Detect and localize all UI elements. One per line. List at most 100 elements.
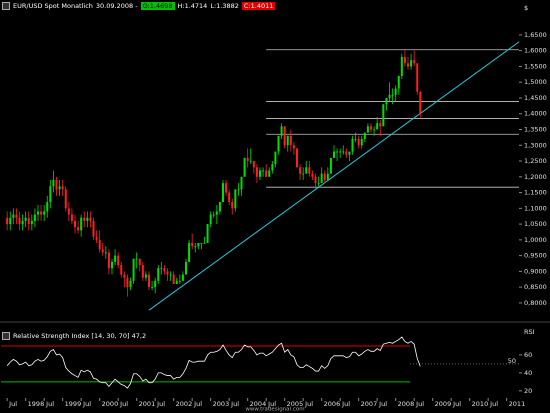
candle-body [197,243,200,247]
candle-body [271,164,274,171]
candle-body [178,280,181,282]
candle-body [400,56,403,76]
rsi-line [6,336,421,389]
candle-body [326,173,329,180]
candle-body [218,202,221,212]
candle-body [317,183,320,184]
candle-body [345,151,348,155]
candle-body [132,258,135,281]
candle-body [351,138,354,152]
candle-body [154,280,157,288]
candle-body [209,214,212,225]
candle-body [212,214,215,216]
candle-body [370,126,372,130]
candle-body [373,129,376,131]
y-tick-label: 1,3000 [524,141,547,149]
price-axis-label: $ [524,4,528,12]
candle-body [348,151,351,155]
candle-body [58,186,61,190]
candle-body [9,217,12,225]
candle-body [237,189,240,191]
candle-body [228,192,231,203]
x-tick-label: Jul [82,400,91,408]
candle-body [366,126,369,133]
candle-body [363,132,366,139]
candle-body [21,220,24,225]
y-tick-label: 1,5000 [524,78,547,86]
x-tick-label: Jul [452,400,461,408]
candle-body [18,217,21,225]
candle-body [231,202,234,209]
close-label: C:1.4011 [241,2,276,10]
candle-body [265,170,268,177]
candle-body [360,138,363,146]
trendline [148,41,520,311]
candle-body [166,271,169,275]
candle-body [107,252,110,269]
candle-body [385,97,388,105]
candle-body [215,211,218,215]
watermark: www.tradesignal.com [245,407,304,413]
candle-body [141,265,144,278]
candle-body [259,170,261,177]
candle-body [98,239,101,250]
symbol-icon [2,2,10,10]
candle-body [388,94,391,98]
candle-body [296,148,298,168]
candle-body [379,123,382,127]
candle-body [148,274,150,288]
candle-body [114,255,117,262]
candle-body [394,88,397,95]
candle-body [240,176,243,190]
y-tick-label: 1,5500 [524,62,547,70]
candle-body [40,211,43,215]
y-tick-label: 1,0000 [524,236,547,244]
x-tick-label: 2005 [287,400,304,408]
x-tick-label: 2006 [324,400,341,408]
candle-body [80,217,83,231]
y-tick-label: 0,8500 [524,283,547,291]
candle-body [191,243,194,247]
candle-body [329,157,332,174]
candle-body [117,255,120,266]
candle-body [70,214,73,221]
candle-body [151,287,154,288]
y-tick-label: 1,6500 [524,31,547,39]
candle-body [157,268,160,281]
candle-body [305,167,308,174]
x-tick-label: Jul [230,400,239,408]
candle-body [280,126,283,136]
candle-body [89,217,92,221]
y-tick-label: 0,8000 [524,299,547,307]
candle-body [95,236,98,240]
x-tick-label: 2009 [435,400,452,408]
candle-body [342,151,345,153]
candle-body [206,224,209,244]
y-tick-label: 1,2000 [524,173,547,181]
candle-body [336,151,339,153]
candle-body [175,280,178,284]
candle-body [67,208,70,215]
candle-body [274,151,277,165]
rsi-icon [2,332,10,340]
candle-body [249,161,252,162]
candle-body [286,135,289,146]
candle-body [172,274,175,284]
y-tick-label: 1,6000 [524,47,547,55]
candle-body [252,161,255,168]
candle-body [123,274,126,278]
x-tick-label: Jul [267,400,276,408]
x-tick-label: 1999 [65,400,82,408]
candle-body [15,214,18,218]
x-tick-label: Jul [156,400,165,408]
candle-body [391,94,394,96]
x-tick-label: 2003 [213,400,230,408]
candle-body [55,179,58,190]
rsi-y-tick-label: 40 [524,369,532,377]
candle-body [419,91,422,114]
candle-body [243,157,246,177]
x-tick-label: Jul [8,400,17,408]
candle-body [225,183,228,193]
x-tick-label: 2008 [398,400,415,408]
